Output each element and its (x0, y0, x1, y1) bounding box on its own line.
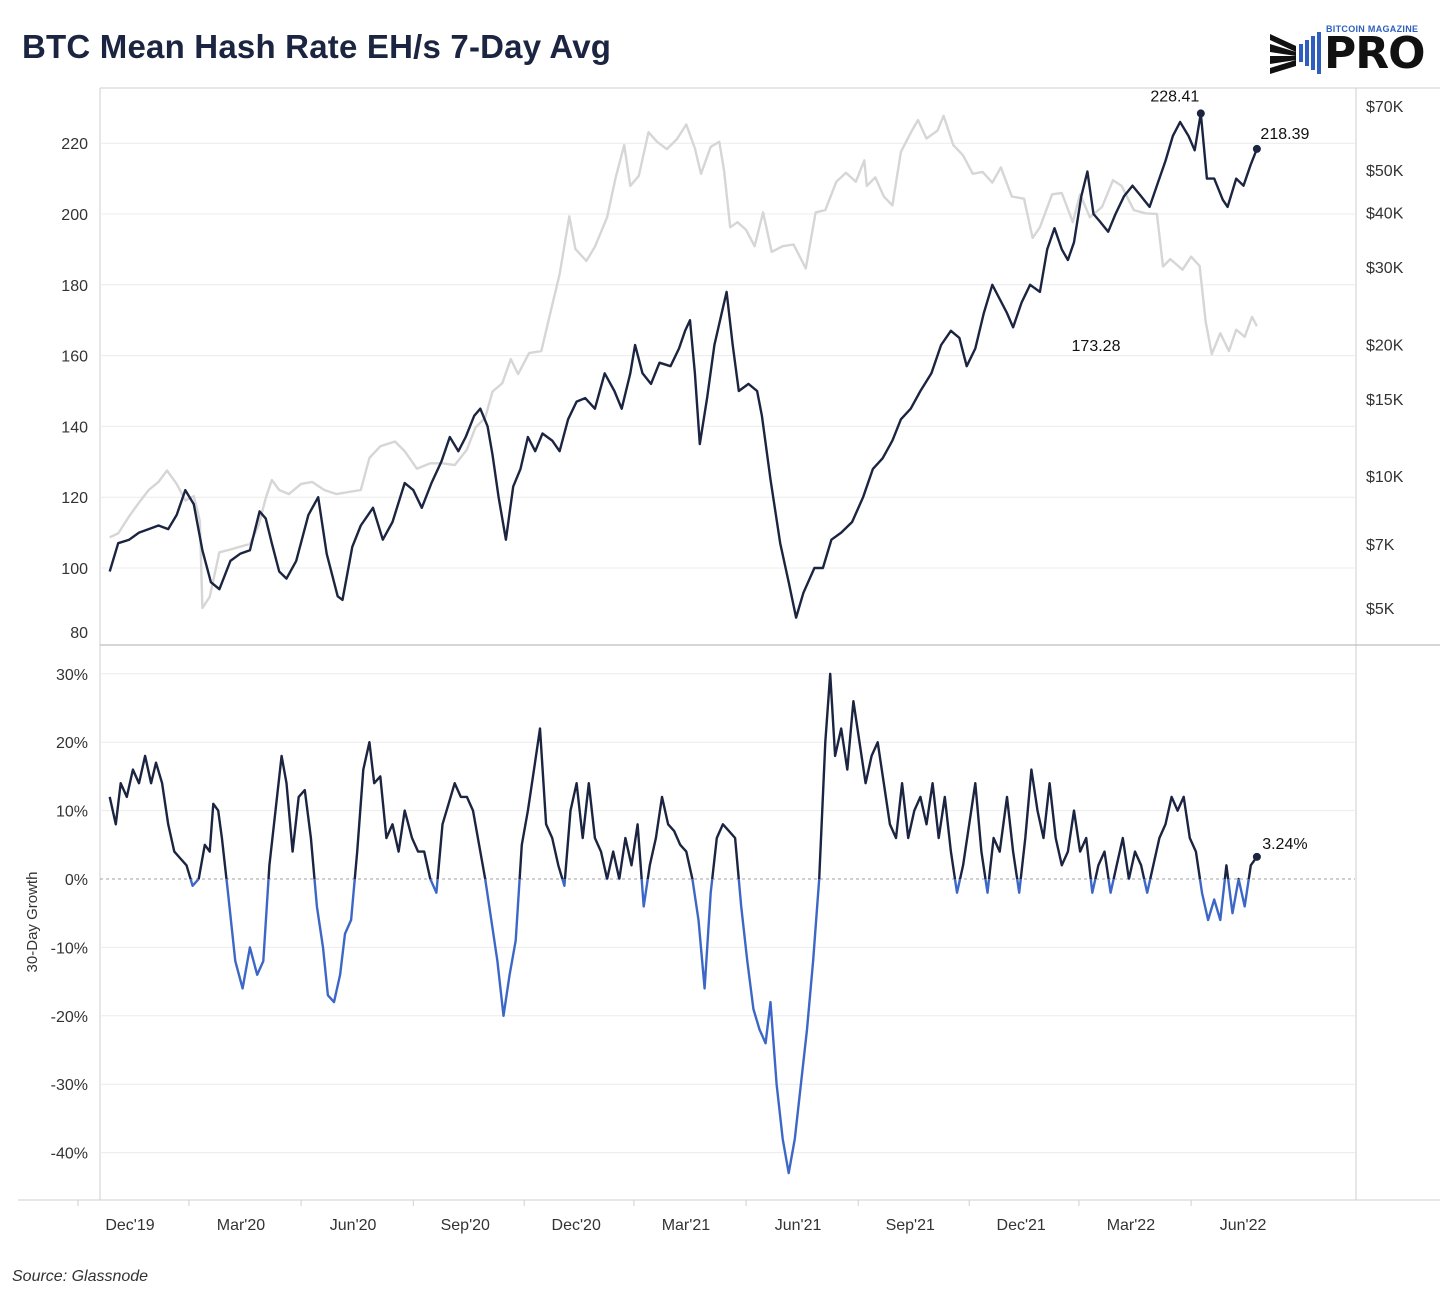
y-bottom-tick-label: 20% (56, 735, 88, 752)
x-tick-label: Jun'21 (775, 1217, 822, 1234)
x-tick-label: Sep'20 (441, 1217, 490, 1234)
y-left-tick-label: 220 (61, 136, 88, 153)
source-note: Source: Glassnode (12, 1268, 149, 1285)
hash-rate-series (108, 112, 1259, 619)
y-left-tick-label: 200 (61, 207, 88, 224)
y-left-tick-label: 180 (61, 278, 88, 295)
y-right-tick-label: $50K (1366, 163, 1404, 180)
tick-labels: 80 100 120 140 160 180 200 220 $5K $7K $10K $15K $20… (24, 99, 1404, 1234)
growth-line-negative (189, 879, 1250, 1175)
x-tick-label: Sep'21 (886, 1217, 935, 1234)
y-right-tick-label: $30K (1366, 260, 1404, 277)
y-bottom-tick-label: -30% (51, 1077, 88, 1094)
low-label: 173.28 (1072, 338, 1121, 355)
y-left-tick-label: 160 (61, 349, 88, 366)
price-series (109, 114, 1258, 610)
logo-top-text: BITCOIN MAGAZINE (1326, 24, 1419, 34)
y-left-tick-label: 80 (70, 625, 88, 642)
growth-line-positive (108, 672, 1258, 879)
y-bottom-tick-label: -40% (51, 1146, 88, 1163)
y-bottom-tick-label: 30% (56, 667, 88, 684)
y-left-tick-label: 140 (61, 419, 88, 436)
x-tick-label: Jun'22 (1220, 1217, 1267, 1234)
logo-main-text: PRO (1324, 28, 1426, 79)
latest-label: 218.39 (1260, 126, 1309, 143)
y-bottom-tick-label: -10% (51, 940, 88, 957)
gridlines (100, 142, 1355, 1154)
annotations: 228.41 218.39 173.28 3.24% (1072, 88, 1309, 861)
peak-label: 228.41 (1150, 88, 1199, 105)
y-right-tick-label: $20K (1366, 337, 1404, 354)
latest-marker (1252, 144, 1261, 153)
bitcoin-magazine-pro-logo: BITCOIN MAGAZINE PRO (1270, 24, 1440, 79)
growth-latest-marker (1252, 852, 1261, 861)
y-right-tick-label: $15K (1366, 392, 1404, 409)
y-right-tick-label: $10K (1366, 469, 1404, 486)
x-tick-label: Mar'20 (217, 1217, 266, 1234)
page-title: BTC Mean Hash Rate EH/s 7-Day Avg (22, 28, 612, 65)
y-right-tick-label: $40K (1366, 205, 1404, 222)
growth-series (108, 672, 1258, 1175)
y-bottom-tick-label: -20% (51, 1009, 88, 1026)
y-axis-label: 30-Day Growth (24, 872, 41, 973)
peak-marker (1196, 109, 1205, 118)
x-tick-label: Dec'19 (105, 1217, 154, 1234)
hash-rate-line (108, 112, 1259, 619)
y-right-tick-label: $5K (1366, 601, 1395, 618)
growth-latest-label: 3.24% (1262, 836, 1307, 853)
y-right-tick-label: $70K (1366, 99, 1404, 116)
price-line (109, 114, 1258, 610)
logo-mark-icon (1270, 32, 1321, 74)
y-left-tick-label: 120 (61, 490, 88, 507)
y-left-tick-label: 100 (61, 561, 88, 578)
x-tick-label: Mar'22 (1107, 1217, 1156, 1234)
y-bottom-tick-label: 0% (65, 872, 88, 889)
chart-frame (18, 87, 1440, 1201)
y-bottom-tick-label: 10% (56, 804, 88, 821)
x-tick-label: Dec'21 (997, 1217, 1046, 1234)
x-tick-label: Dec'20 (552, 1217, 601, 1234)
y-right-tick-label: $7K (1366, 537, 1395, 554)
x-tick-label: Jun'20 (330, 1217, 377, 1234)
x-tick-label: Mar'21 (662, 1217, 711, 1234)
